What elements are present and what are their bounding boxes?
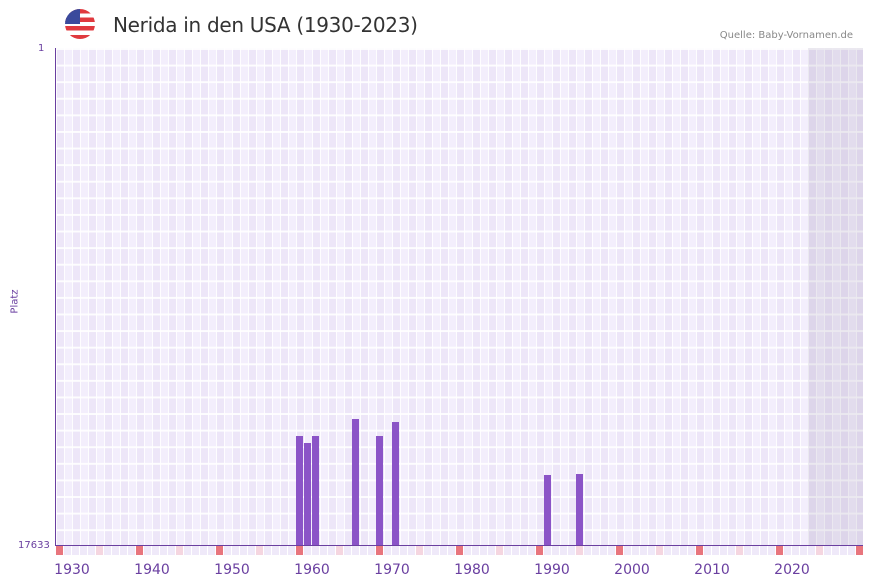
- x-tick-label: 1970: [374, 562, 410, 578]
- y-tick-top: 1: [38, 43, 45, 54]
- half-decade-marker: [816, 546, 823, 555]
- bar-1959[interactable]: [304, 442, 311, 545]
- decade-marker: [856, 546, 863, 555]
- decade-marker: [536, 546, 543, 555]
- bar-1958[interactable]: [296, 435, 303, 545]
- decade-marker: [216, 546, 223, 555]
- bar-1989[interactable]: [544, 475, 551, 545]
- decade-marker: [376, 546, 383, 555]
- half-decade-marker: [736, 546, 743, 555]
- bar-1968[interactable]: [376, 435, 383, 545]
- decade-marker: [456, 546, 463, 555]
- x-tick-label: 1950: [214, 562, 250, 578]
- x-tick-label: 1990: [534, 562, 570, 578]
- decade-marker: [136, 546, 143, 555]
- x-tick-label: 1960: [294, 562, 330, 578]
- half-decade-marker: [576, 546, 583, 555]
- half-decade-marker: [416, 546, 423, 555]
- decade-marker: [296, 546, 303, 555]
- decade-marker: [776, 546, 783, 555]
- y-axis-title: Platz: [9, 289, 21, 314]
- source-label: Quelle: Baby-Vornamen.de: [719, 30, 853, 41]
- plot-area: [56, 48, 863, 545]
- x-tick-label: 2020: [774, 562, 810, 578]
- decade-marker: [56, 546, 63, 555]
- x-tick-label: 2000: [614, 562, 650, 578]
- half-decade-marker: [176, 546, 183, 555]
- chart-title: Nerida in den USA (1930-2023): [113, 13, 418, 37]
- x-tick-label: 1930: [54, 562, 90, 578]
- half-decade-marker: [336, 546, 343, 555]
- x-tick-label: 2010: [694, 562, 730, 578]
- bar-1970[interactable]: [392, 421, 399, 545]
- half-decade-marker: [96, 546, 103, 555]
- bar-1960[interactable]: [312, 435, 319, 545]
- x-tick-label: 1940: [134, 562, 170, 578]
- future-shade: [808, 48, 863, 545]
- half-decade-marker: [656, 546, 663, 555]
- decade-marker: [696, 546, 703, 555]
- bar-1965[interactable]: [352, 419, 359, 545]
- half-decade-marker: [496, 546, 503, 555]
- half-decade-marker: [256, 546, 263, 555]
- bar-1993[interactable]: [576, 473, 583, 545]
- x-tick-label: 1980: [454, 562, 490, 578]
- x-axis: [55, 545, 863, 546]
- us-flag-icon: [65, 9, 95, 39]
- y-tick-bottom: 17633: [18, 540, 50, 551]
- y-axis: [55, 48, 56, 546]
- decade-marker: [616, 546, 623, 555]
